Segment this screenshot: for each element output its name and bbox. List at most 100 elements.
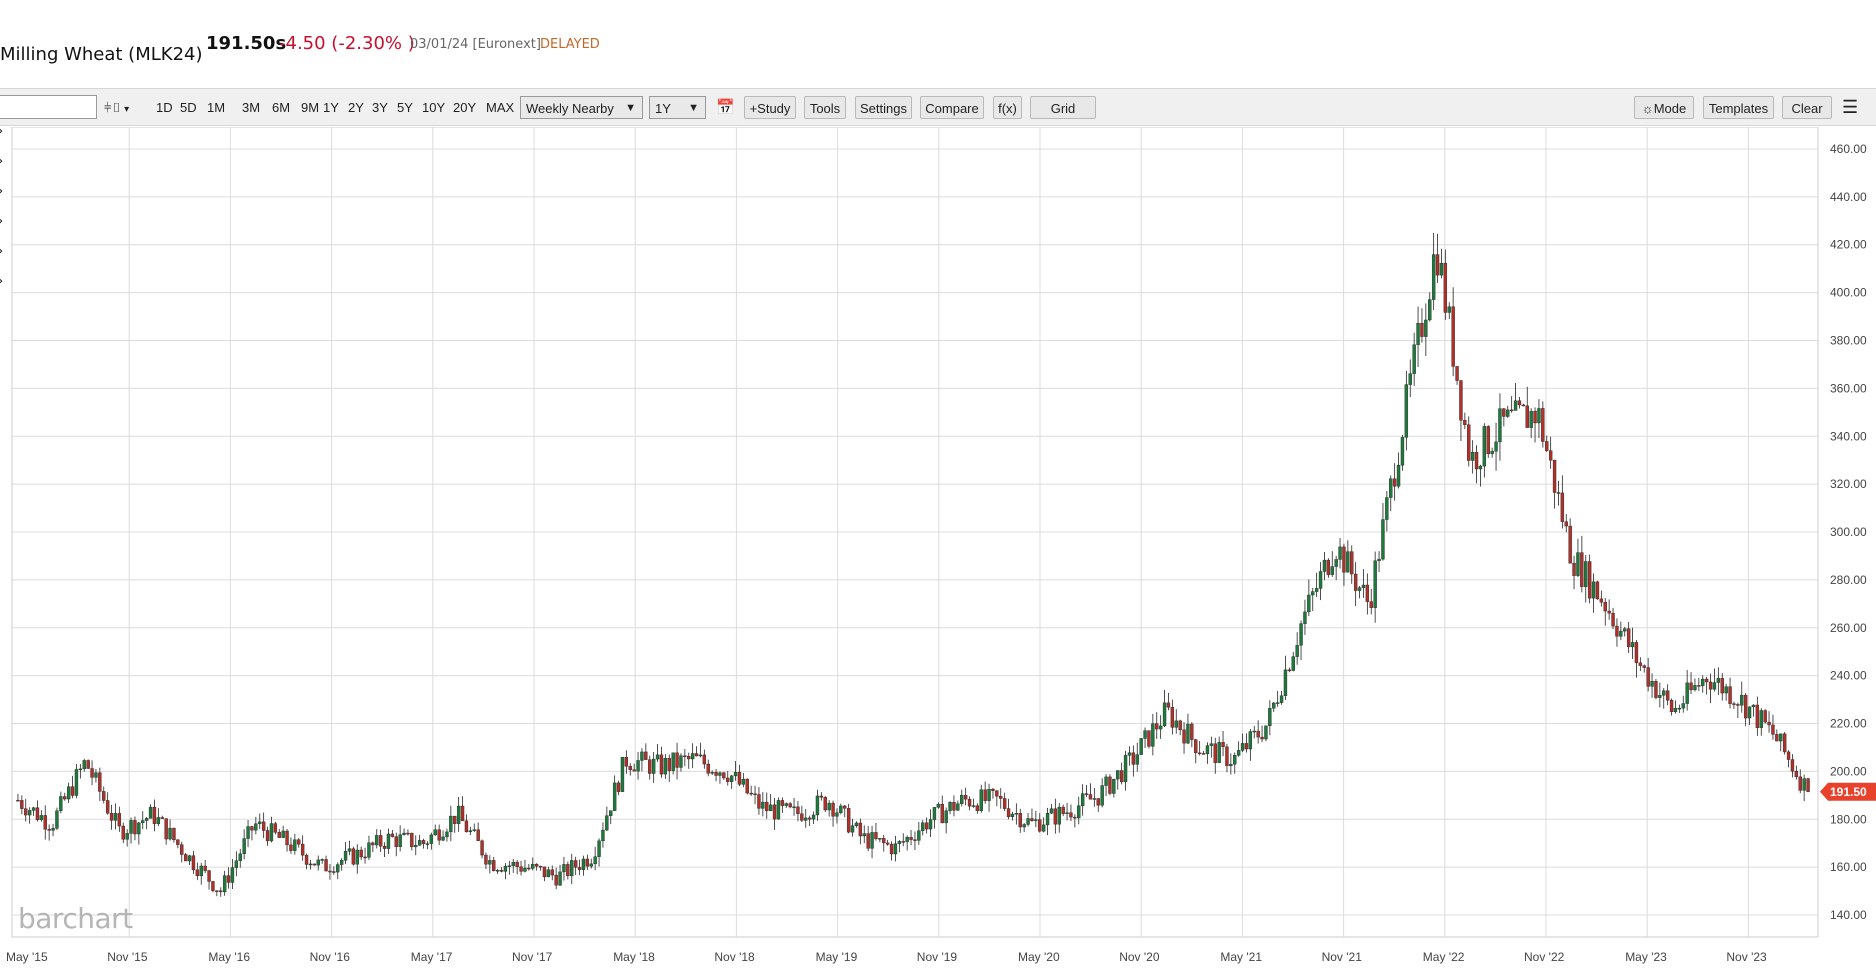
price-chart[interactable]: 460.00 440.00 420.00 400.00 380.00 360.00 340.…	[0, 124, 1876, 968]
candle-body	[1131, 752, 1136, 765]
candle-body	[909, 837, 913, 840]
x-tick-label: May '16	[208, 950, 250, 964]
period-10y[interactable]: 10Y	[422, 100, 446, 115]
candle-body	[488, 860, 492, 865]
period-3m[interactable]: 3M	[242, 100, 261, 115]
x-tick-label: May '20	[1018, 950, 1060, 964]
candle-body	[1548, 450, 1553, 461]
candle-body	[558, 871, 562, 886]
candle-body	[862, 833, 866, 837]
candle-body	[1190, 723, 1194, 740]
period-2y[interactable]: 2Y	[348, 100, 364, 115]
candle-body	[47, 828, 51, 831]
x-tick-label: Nov '19	[917, 950, 958, 964]
candle-body	[402, 832, 406, 835]
candle-body	[975, 805, 980, 812]
candle-body	[874, 832, 878, 839]
candle-body	[1751, 704, 1756, 708]
mode-button[interactable]: ☼Mode	[1634, 96, 1694, 119]
candle-body	[819, 795, 824, 798]
x-tick-label: May '23	[1625, 950, 1667, 964]
candle-body	[429, 834, 434, 844]
calendar-icon[interactable]: 📅	[716, 99, 735, 116]
tools-button[interactable]: Tools	[804, 96, 846, 119]
period-1y[interactable]: 1Y	[323, 100, 339, 115]
expand-arrow-icon[interactable]: ›	[0, 124, 3, 139]
candle-body	[901, 841, 905, 843]
candle-body	[1763, 710, 1767, 723]
expand-arrow-icon[interactable]: ›	[0, 274, 3, 289]
candle-body	[1307, 594, 1311, 613]
candle-body	[51, 828, 55, 831]
aggregation-select-value: Weekly Nearby	[526, 101, 614, 116]
candle-body	[1396, 465, 1401, 487]
period-6m[interactable]: 6M	[272, 100, 291, 115]
chart-type-dropdown[interactable]: ⫩▯ ▾	[104, 100, 130, 115]
candle-body	[449, 815, 453, 833]
candle-body	[1755, 704, 1760, 728]
candle-body	[394, 836, 398, 847]
candle-body	[308, 863, 313, 866]
expand-arrow-icon[interactable]: ›	[0, 244, 3, 259]
candle-body	[219, 890, 223, 893]
period-3y[interactable]: 3Y	[372, 100, 388, 115]
hamburger-icon[interactable]: ☰	[1842, 97, 1859, 117]
period-20y[interactable]: 20Y	[453, 100, 477, 115]
candle-body	[172, 827, 176, 841]
candle-body	[1747, 706, 1752, 719]
candle-body	[1728, 686, 1732, 704]
delayed-badge: DELAYED	[540, 37, 600, 52]
settings-button[interactable]: Settings	[855, 96, 912, 119]
candle-body	[1615, 625, 1619, 637]
symbol-input[interactable]	[0, 95, 97, 119]
candle-body	[55, 810, 59, 829]
expand-arrow-icon[interactable]: ›	[0, 214, 3, 229]
period-9m[interactable]: 9M	[301, 100, 320, 115]
candle-body	[1357, 587, 1362, 591]
candle-body	[351, 848, 356, 865]
candle-body	[1400, 437, 1405, 466]
candle-body	[1537, 408, 1541, 424]
fx-button[interactable]: f(x)	[993, 96, 1022, 119]
period-1d[interactable]: 1D	[156, 100, 173, 115]
clear-button[interactable]: Clear	[1782, 96, 1832, 119]
study-button[interactable]: +Study	[744, 96, 796, 119]
aggregation-select[interactable]: Weekly Nearby ▼	[520, 96, 643, 119]
candle-body	[371, 842, 375, 846]
sun-icon: ☼	[1641, 101, 1654, 116]
candle-body	[437, 829, 441, 841]
expand-arrow-icon[interactable]: ›	[0, 154, 3, 169]
candle-body	[1377, 558, 1381, 562]
candle-body	[1084, 793, 1089, 795]
compare-button[interactable]: Compare	[920, 96, 984, 119]
candle-body	[82, 760, 86, 770]
candle-body	[281, 830, 285, 838]
period-max[interactable]: MAX	[486, 100, 515, 115]
candle-body	[1077, 805, 1081, 819]
candle-body	[1373, 560, 1377, 608]
range-select[interactable]: 1Y ▼	[649, 96, 706, 119]
candle-body	[921, 822, 925, 831]
candle-body	[1506, 409, 1510, 417]
candle-body	[593, 856, 597, 865]
candle-body	[729, 775, 734, 782]
templates-button[interactable]: Templates	[1703, 96, 1774, 119]
period-5y[interactable]: 5Y	[397, 100, 413, 115]
candle-body	[1420, 323, 1424, 337]
grid-button[interactable]: Grid	[1030, 96, 1096, 119]
candle-body	[733, 772, 738, 777]
chart-canvas[interactable]: 460.00 440.00 420.00 400.00 380.00 360.00 340.…	[0, 127, 1876, 968]
period-1m[interactable]: 1M	[207, 100, 226, 115]
candle-body	[1350, 551, 1354, 575]
period-5d[interactable]: 5D	[180, 100, 197, 115]
quote-header: Milling Wheat (MLK24) 191.50s -4.50 (-2.…	[0, 0, 1876, 88]
candle-body	[1252, 730, 1256, 733]
candle-body	[1318, 571, 1323, 589]
expand-arrow-icon[interactable]: ›	[0, 184, 3, 199]
candle-body	[332, 871, 336, 873]
barchart-logo: barchart	[18, 902, 133, 935]
candle-body	[1697, 685, 1701, 687]
candle-body	[1712, 682, 1717, 690]
candle-body	[1166, 702, 1171, 708]
candle-body	[1073, 816, 1077, 819]
